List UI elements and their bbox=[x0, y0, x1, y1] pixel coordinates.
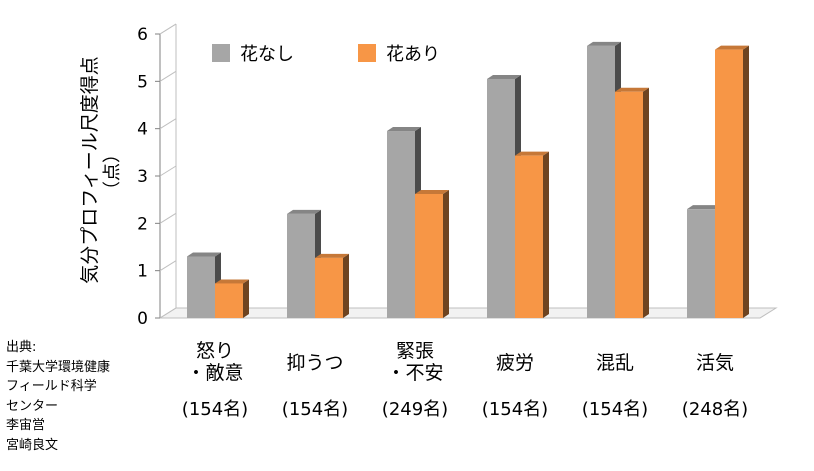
y-axis-unit: （点） bbox=[102, 145, 123, 199]
category-sample-size: (154名) bbox=[282, 399, 348, 420]
category-sample-size: (249名) bbox=[382, 399, 448, 420]
y-tick-label: 3 bbox=[137, 167, 148, 187]
y-axis-title: 気分プロフィール尺度得点 bbox=[79, 56, 101, 284]
category-label: 混乱 bbox=[596, 352, 634, 374]
category-sample-size: (154名) bbox=[182, 399, 248, 420]
bar bbox=[615, 87, 649, 318]
category-labels: 怒り・敵意 (154名) 抑うつ (154名) 緊張・不安 (249名) 疲労 (154名) 混… bbox=[182, 340, 748, 420]
category-label: 抑うつ bbox=[286, 352, 343, 374]
category-label: ・敵意 bbox=[186, 362, 243, 384]
source-line: 宮崎良文 bbox=[6, 437, 59, 453]
y-axis: 0 1 2 3 4 5 6 bbox=[137, 23, 177, 329]
category-label: 疲労 bbox=[496, 352, 534, 374]
source-line: 千葉大学環境健康 bbox=[6, 359, 111, 375]
bar bbox=[487, 74, 521, 318]
bar bbox=[315, 253, 349, 318]
source-label: 出典: bbox=[6, 340, 37, 355]
category-label: 活気 bbox=[696, 352, 734, 374]
y-tick-label: 6 bbox=[137, 25, 148, 45]
source-line: フィールド科学 bbox=[6, 379, 97, 394]
category-sample-size: (154名) bbox=[482, 399, 548, 420]
bars bbox=[187, 41, 749, 319]
y-tick-label: 5 bbox=[137, 72, 148, 92]
y-tick-label: 4 bbox=[137, 120, 148, 140]
y-tick-label: 1 bbox=[137, 262, 148, 282]
bar bbox=[415, 189, 449, 318]
category-label: ・不安 bbox=[386, 362, 443, 384]
bar bbox=[715, 45, 749, 319]
source-line: 李宙営 bbox=[6, 418, 46, 433]
legend: 花なし 花あり bbox=[212, 44, 440, 65]
legend-swatch bbox=[212, 44, 230, 62]
legend-label: 花なし bbox=[240, 44, 294, 65]
category-label: 緊張 bbox=[396, 340, 434, 362]
category-sample-size: (248名) bbox=[682, 399, 748, 420]
source-credit: 出典: 千葉大学環境健康 フィールド科学 センター 李宙営 宮崎良文 bbox=[6, 338, 110, 455]
chart-floor bbox=[158, 307, 778, 319]
bar bbox=[515, 151, 549, 318]
category-label: 怒り bbox=[196, 340, 234, 362]
y-tick-label: 0 bbox=[137, 309, 148, 329]
category-sample-size: (154名) bbox=[582, 399, 648, 420]
bar bbox=[215, 279, 249, 318]
source-line: センター bbox=[6, 398, 59, 414]
legend-label: 花あり bbox=[386, 44, 440, 65]
legend-swatch bbox=[358, 44, 376, 62]
y-tick-label: 2 bbox=[137, 214, 148, 234]
